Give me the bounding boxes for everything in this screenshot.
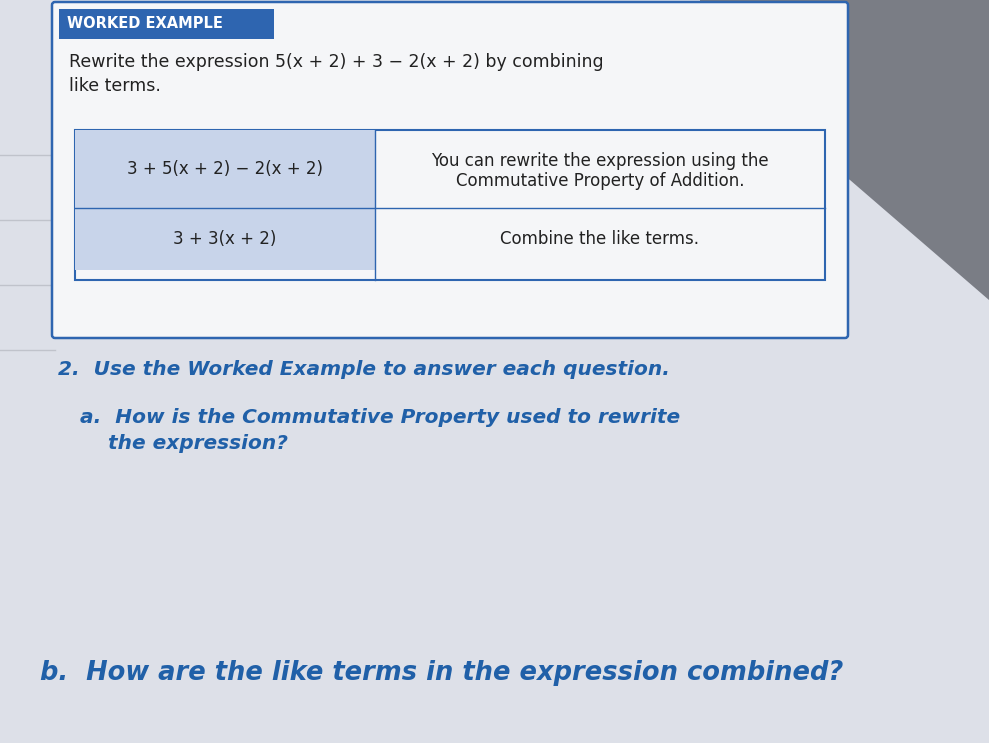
FancyBboxPatch shape [52,2,848,338]
Bar [75,130,375,208]
Text: Commutative Property of Addition.: Commutative Property of Addition. [456,172,745,190]
Text: Rewrite the expression 5(x + 2) + 3 − 2(x + 2) by combining: Rewrite the expression 5(x + 2) + 3 − 2(… [69,53,603,71]
Text: You can rewrite the expression using the: You can rewrite the expression using the [431,152,768,170]
Text: a.  How is the Commutative Property used to rewrite: a. How is the Commutative Property used … [80,408,680,427]
Text: Combine the like terms.: Combine the like terms. [500,230,699,248]
Polygon shape [700,0,989,300]
Bar [75,130,825,280]
Text: b.  How are the like terms in the expression combined?: b. How are the like terms in the express… [40,660,844,686]
Text: 3 + 5(x + 2) − 2(x + 2): 3 + 5(x + 2) − 2(x + 2) [127,160,323,178]
Text: the expression?: the expression? [80,434,288,453]
Bar [59,9,274,39]
Text: WORKED EXAMPLE: WORKED EXAMPLE [67,16,223,31]
Bar [75,208,375,270]
Text: like terms.: like terms. [69,77,161,95]
Text: 2.  Use the Worked Example to answer each question.: 2. Use the Worked Example to answer each… [58,360,670,379]
Text: 3 + 3(x + 2): 3 + 3(x + 2) [173,230,277,248]
